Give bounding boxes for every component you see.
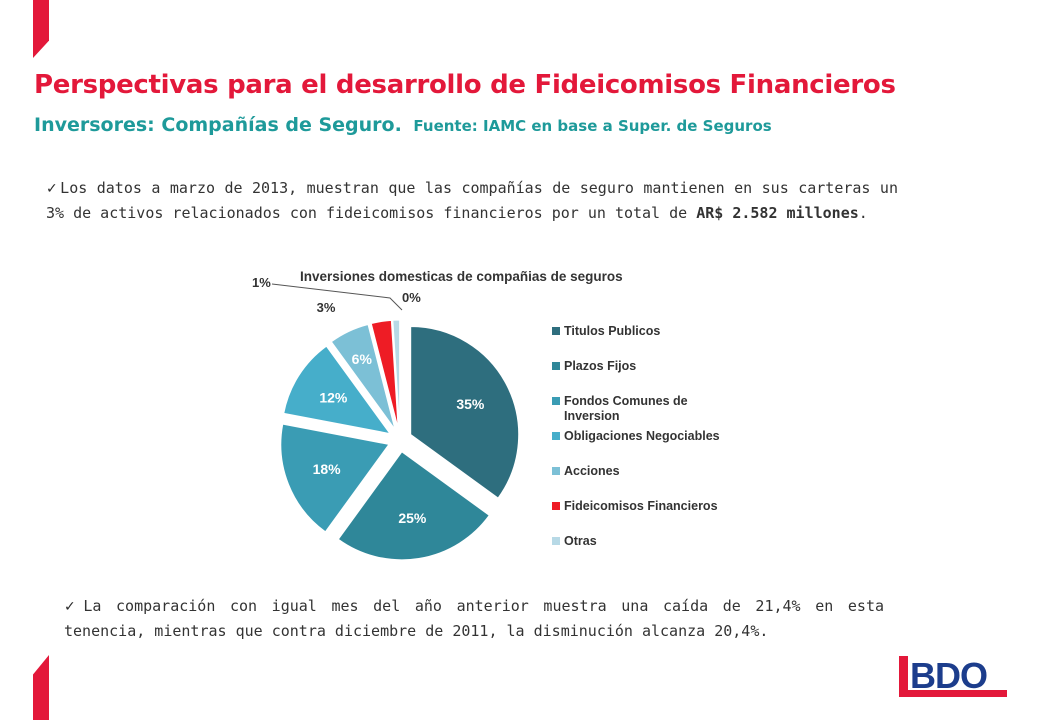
- pie-slice-5: [330, 323, 396, 430]
- subtitle-text: Inversores: Compañías de Seguro.: [34, 114, 402, 136]
- legend-label-1: Titulos Publicos: [564, 324, 660, 338]
- leader-line: [271, 283, 403, 311]
- bullet1-text: Los datos a marzo de 2013, muestran que …: [46, 179, 898, 222]
- legend-swatch-5: [552, 467, 560, 475]
- pie-slice-7: [392, 319, 401, 429]
- pie-slice-1: [410, 326, 520, 499]
- bullet2-text: La comparación con igual mes del año ant…: [64, 597, 884, 640]
- bullet-paragraph-2: ✓ La comparación con igual mes del año an…: [64, 594, 884, 643]
- chart-legend: Titulos Publicos Plazos Fijos Fondos Comun…: [552, 324, 720, 548]
- pie-slice-3: [280, 423, 390, 533]
- data-label-4: 12%: [319, 390, 348, 406]
- data-label-5: 6%: [352, 351, 373, 367]
- legend-label-4: Obligaciones Negociables: [564, 429, 720, 443]
- chart-title: Inversiones domesticas de compañias de s…: [300, 269, 623, 284]
- legend-label-6: Fideicomisos Financieros: [564, 499, 718, 513]
- pie-chart: Inversiones domesticas de compañias de s…: [252, 269, 720, 561]
- legend-label-2: Plazos Fijos: [564, 359, 636, 373]
- legend-swatch-6: [552, 502, 560, 510]
- top-accent-bar: [33, 0, 49, 58]
- data-label-6: 3%: [317, 300, 336, 315]
- pie-slice-6: [370, 319, 399, 429]
- data-label-2: 25%: [398, 510, 427, 526]
- legend-label-3: Fondos Comunes de Inversion: [564, 394, 688, 423]
- slide-subtitle: Inversores: Compañías de Seguro. Fuente:…: [34, 114, 772, 136]
- legend-swatch-7: [552, 537, 560, 545]
- bullet1-end: .: [858, 204, 868, 222]
- bullet1-highlight: AR$ 2.582 millones: [696, 204, 859, 222]
- legend-label-5: Acciones: [564, 464, 620, 478]
- data-label-1: 35%: [456, 396, 485, 412]
- legend-swatch-4: [552, 432, 560, 440]
- logo-text: BDO: [910, 655, 987, 696]
- bullet-paragraph-1: ✓ Los datos a marzo de 2013, muestran que…: [46, 176, 898, 225]
- pie-slice-4: [283, 345, 392, 435]
- pie-slice-2: [337, 451, 490, 561]
- checkmark-icon: ✓: [46, 181, 59, 197]
- legend-swatch-3: [552, 397, 560, 405]
- legend-swatch-1: [552, 327, 560, 335]
- data-label-3: 18%: [313, 461, 342, 477]
- slide-title: Perspectivas para el desarrollo de Fidei…: [34, 70, 896, 100]
- checkmark-icon: ✓: [64, 599, 82, 615]
- bdo-logo: BDO: [899, 655, 1007, 697]
- bottom-accent-bar: [33, 655, 49, 720]
- legend-label-7: Otras: [564, 534, 597, 548]
- data-label-zero: 0%: [402, 290, 421, 305]
- pie-slices: [280, 319, 520, 561]
- pie-labels: 35% 25% 18% 12% 6% 3% 1% 0%: [252, 275, 485, 526]
- legend-swatch-2: [552, 362, 560, 370]
- source-text: Fuente: IAMC en base a Super. de Seguros: [413, 117, 772, 135]
- data-label-7: 1%: [252, 275, 271, 290]
